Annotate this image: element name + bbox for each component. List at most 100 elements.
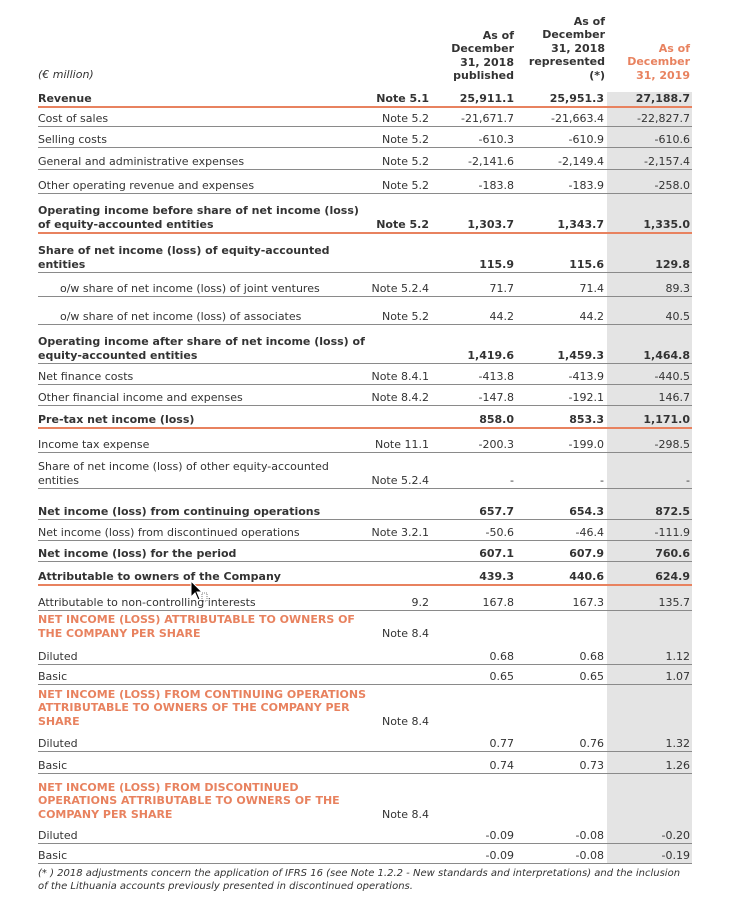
value-2019: 760.6: [655, 546, 690, 560]
value-2018-published: 44.2: [489, 309, 515, 323]
value-2019: 1,464.8: [643, 348, 690, 362]
table-row: Share of net income (loss) of other equi…: [38, 458, 692, 489]
row-note: Note 5.2: [376, 217, 429, 231]
row-label: Basic: [38, 669, 68, 683]
value-2018-published: -147.8: [478, 390, 514, 404]
column-header-2018-published: As of December 31, 2018 published: [451, 29, 514, 83]
value-2019: 1,335.0: [643, 217, 690, 231]
table-row: Cost of sales Note 5.2 -21,671.7 -21,663.4 -…: [38, 110, 692, 127]
row-note: Note 11.1: [374, 437, 429, 451]
row-label: Diluted: [38, 828, 78, 842]
table-row: Basic 0.74 0.73 1.26: [38, 756, 692, 774]
value-2018-represented: 115.6: [569, 257, 604, 271]
row-label: Net income (loss) from continuing operat…: [38, 504, 321, 518]
value-2018-published: 0.77: [489, 736, 515, 750]
value-2018-represented: 853.3: [569, 412, 604, 426]
row-label: Net finance costs: [38, 369, 134, 383]
table-row: Income tax expense Note 11.1 -200.3 -199.0 -…: [38, 434, 692, 453]
row-label: Net income (loss) for the period: [38, 546, 237, 560]
value-2018-represented: 167.3: [572, 595, 605, 609]
value-2018-published: -183.8: [478, 178, 514, 192]
value-2018-represented: -413.9: [568, 369, 604, 383]
value-2019: 1,171.0: [643, 412, 690, 426]
value-2018-represented: 0.73: [579, 758, 605, 772]
value-2018-published: 0.68: [489, 649, 515, 663]
table-row: Attributable to non-controlling interest…: [38, 592, 692, 611]
value-2019: 129.8: [655, 257, 690, 271]
value-2018-represented: 0.65: [579, 669, 605, 683]
row-label: Operating income after share of net inco…: [38, 335, 365, 362]
row-label: General and administrative expenses: [38, 154, 245, 168]
row-label: Attributable to owners of the Company: [38, 569, 281, 583]
value-2018-represented: -183.9: [568, 178, 604, 192]
unit-label: (€ million): [38, 68, 94, 81]
value-2018-represented: -0.08: [575, 848, 604, 862]
value-2018-represented: -: [600, 473, 604, 487]
value-2019: -0.19: [661, 848, 690, 862]
value-2018-represented: -610.9: [568, 132, 604, 146]
table-row: Net income (loss) for the period 607.1 607…: [38, 545, 692, 562]
value-2018-published: -0.09: [485, 848, 514, 862]
value-2018-represented: 440.6: [569, 569, 604, 583]
value-2018-represented: 654.3: [569, 504, 604, 518]
row-label: NET INCOME (LOSS) FROM DISCONTINUED OPER…: [38, 780, 340, 821]
column-header-2018-represented: As of December 31, 2018 represented (*): [528, 15, 605, 82]
row-note: Note 5.2: [381, 178, 429, 192]
table-row: o/w share of net income (loss) of associ…: [38, 305, 692, 325]
row-label: Other financial income and expenses: [38, 390, 243, 404]
value-2018-published: 0.74: [489, 758, 515, 772]
row-label: o/w share of net income (loss) of joint …: [60, 281, 320, 295]
value-2019: -: [686, 473, 690, 487]
row-label: Pre-tax net income (loss): [38, 412, 195, 426]
table-row: o/w share of net income (loss) of joint …: [38, 278, 692, 297]
table-row: Net income (loss) from discontinued oper…: [38, 524, 692, 541]
row-label: Basic: [38, 758, 68, 772]
value-2019: 872.5: [655, 504, 690, 518]
value-2018-represented: 1,343.7: [557, 217, 604, 231]
value-2018-represented: -2,149.4: [558, 154, 604, 168]
row-note: Note 8.4: [381, 626, 429, 640]
value-2018-represented: 25,951.3: [549, 91, 604, 105]
row-note: 9.2: [411, 595, 430, 609]
table-row: NET INCOME (LOSS) FROM CONTINUING OPERAT…: [38, 686, 692, 729]
value-2018-published: -610.3: [478, 132, 514, 146]
mouse-cursor-icon: [190, 580, 208, 602]
table-row: Diluted 0.68 0.68 1.12: [38, 646, 692, 665]
row-label: NET INCOME (LOSS) FROM CONTINUING OPERAT…: [38, 687, 367, 728]
row-note: Note 5.2: [381, 154, 429, 168]
value-2018-published: 71.7: [489, 281, 515, 295]
value-2019: -0.20: [661, 828, 690, 842]
table-row: Share of net income (loss) of equity-acc…: [38, 242, 692, 273]
value-2018-published: 1,303.7: [467, 217, 514, 231]
value-2018-published: -0.09: [485, 828, 514, 842]
row-note: Note 5.2.4: [371, 281, 429, 295]
value-2018-published: -2,141.6: [468, 154, 514, 168]
row-label: Other operating revenue and expenses: [38, 178, 255, 192]
value-2018-represented: 1,459.3: [557, 348, 604, 362]
value-2019: 1.07: [665, 669, 691, 683]
row-note: Note 8.4: [381, 714, 429, 728]
value-2018-represented: 44.2: [579, 309, 605, 323]
value-2018-represented: -192.1: [568, 390, 604, 404]
value-2018-represented: 71.4: [579, 281, 605, 295]
value-2019: 624.9: [655, 569, 690, 583]
value-2018-published: 439.3: [479, 569, 514, 583]
value-2019: 1.32: [665, 736, 691, 750]
table-row: Net income (loss) from continuing operat…: [38, 495, 692, 520]
row-note: Note 3.2.1: [371, 525, 429, 539]
value-2019: -2,157.4: [644, 154, 690, 168]
value-2018-published: -413.8: [478, 369, 514, 383]
column-2019-shading: [607, 92, 692, 864]
table-row: Operating income after share of net inco…: [38, 334, 692, 364]
value-2018-published: 115.9: [479, 257, 514, 271]
value-2018-published: -21,671.7: [461, 111, 514, 125]
table-row: NET INCOME (LOSS) ATTRIBUTABLE TO OWNERS…: [38, 612, 692, 641]
value-2018-published: 657.7: [479, 504, 514, 518]
column-header-2019: As of December 31, 2019: [627, 42, 690, 82]
value-2018-published: 1,419.6: [467, 348, 514, 362]
table-row: General and administrative expenses Note …: [38, 152, 692, 170]
value-2019: -258.0: [654, 178, 690, 192]
row-label: Selling costs: [38, 132, 107, 146]
value-2018-published: 0.65: [489, 669, 515, 683]
value-2018-published: 167.8: [482, 595, 515, 609]
